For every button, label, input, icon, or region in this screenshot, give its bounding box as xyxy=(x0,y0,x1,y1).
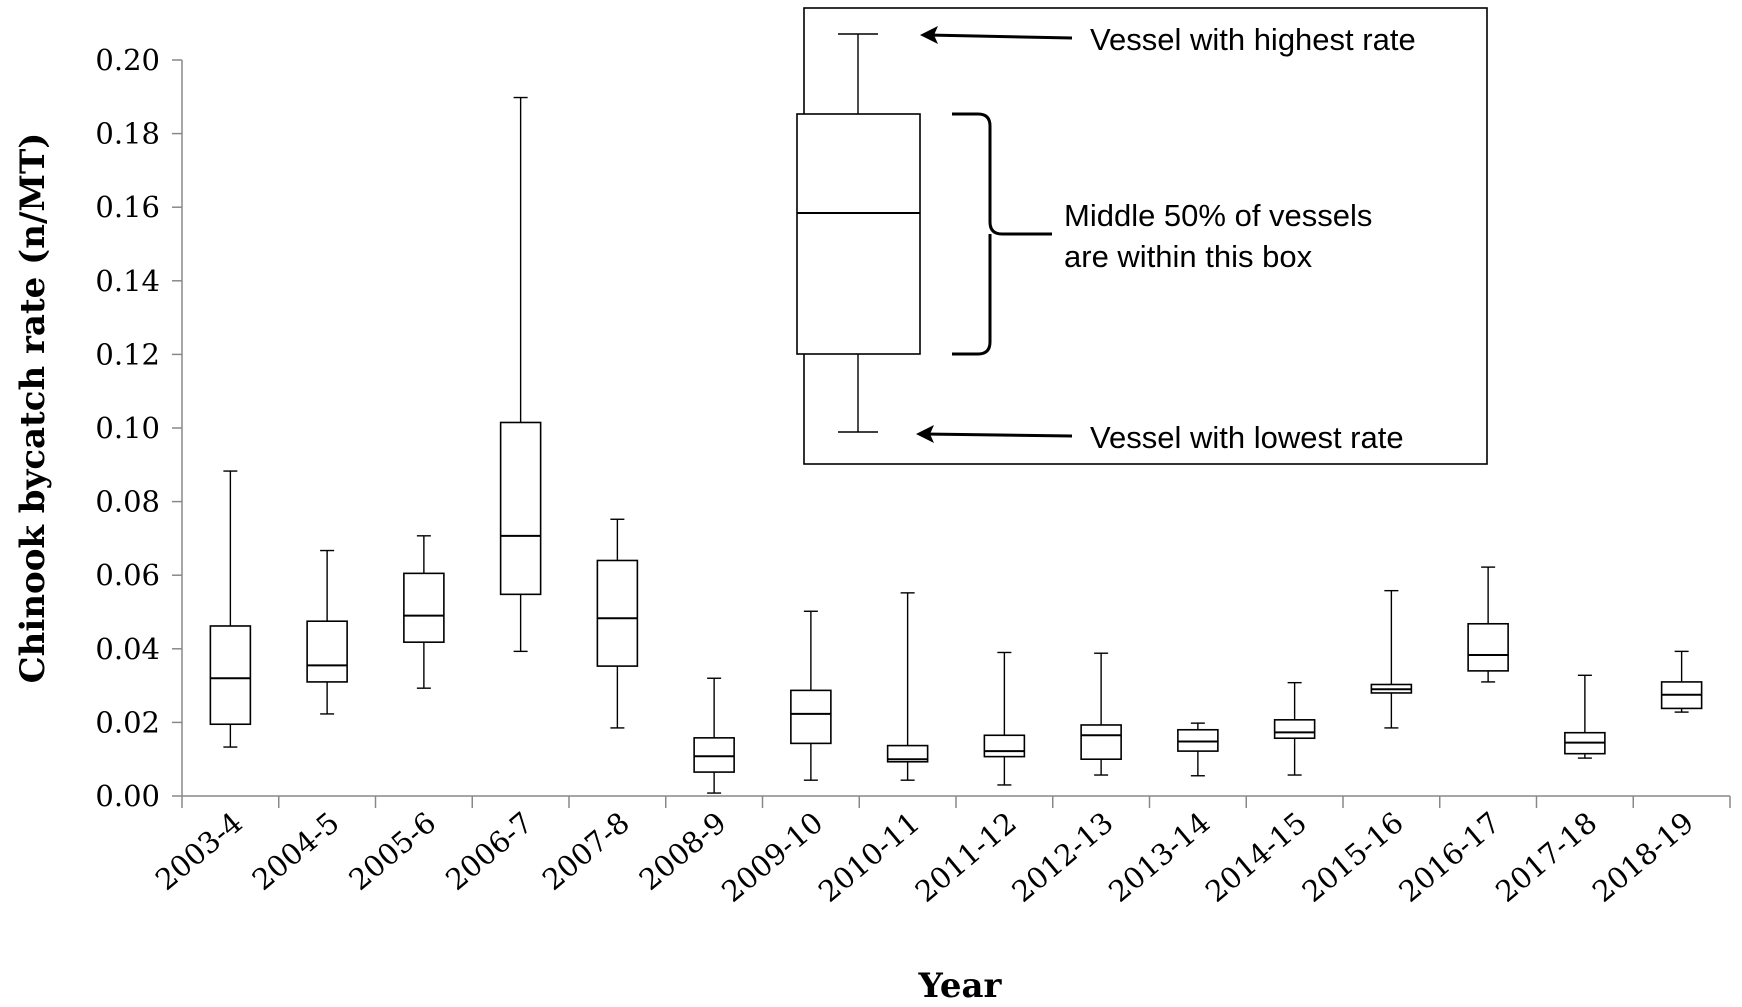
y-tick-label: 0.20 xyxy=(95,43,160,77)
x-tick-label: 2006-7 xyxy=(439,805,539,897)
x-tick-label: 2009-10 xyxy=(715,805,829,909)
iqr-box xyxy=(403,572,445,643)
box-2010-11 xyxy=(886,592,929,781)
x-tick-label: 2005-6 xyxy=(342,805,442,897)
iqr-box xyxy=(693,737,735,773)
iqr-box xyxy=(596,559,639,667)
legend-middle-label-1: Middle 50% of vessels xyxy=(1064,198,1372,233)
x-tick-label: 2015-16 xyxy=(1296,805,1410,909)
iqr-box xyxy=(886,744,929,763)
x-tick-label: 2007-8 xyxy=(536,805,636,897)
box-2007-8 xyxy=(596,518,639,729)
box-2016-17 xyxy=(1467,566,1509,683)
boxes xyxy=(209,96,1703,794)
y-axis: 0.00 0.02 0.04 0.06 0.08 0.10 0.12 0.14 0.16 0.18… xyxy=(95,43,183,813)
y-tick-label: 0.00 xyxy=(95,779,160,813)
y-tick-label: 0.08 xyxy=(95,485,160,519)
y-tick-label: 0.10 xyxy=(95,411,160,445)
iqr-box xyxy=(1467,622,1509,672)
x-tick-label: 2010-11 xyxy=(812,805,926,909)
box-2004-5 xyxy=(306,549,348,715)
box-2014-15 xyxy=(1273,681,1316,776)
box-2003-4 xyxy=(209,470,252,748)
iqr-box xyxy=(790,689,832,745)
y-tick-label: 0.14 xyxy=(95,264,160,298)
x-tick-label: 2013-14 xyxy=(1102,805,1216,909)
box-2012-13 xyxy=(1080,652,1122,776)
x-tick-label: 2017-18 xyxy=(1489,805,1603,909)
x-tick-label: 2011-12 xyxy=(909,805,1023,909)
legend-lowest-label: Vessel with lowest rate xyxy=(1090,420,1404,455)
box-2011-12 xyxy=(983,651,1026,786)
y-tick-label: 0.16 xyxy=(95,190,160,224)
y-tick-label: 0.04 xyxy=(95,632,160,666)
iqr-box xyxy=(209,625,252,726)
x-tick-label: 2018-19 xyxy=(1586,805,1700,909)
y-tick-label: 0.18 xyxy=(95,117,160,151)
box-2009-10 xyxy=(790,610,832,781)
box-2008-9 xyxy=(693,677,735,794)
box-2006-7 xyxy=(499,96,542,653)
y-tick-label: 0.06 xyxy=(95,558,160,592)
iqr-box xyxy=(499,421,542,596)
y-axis-title: Chinook bycatch rate (n/MT) xyxy=(13,133,53,684)
box-2005-6 xyxy=(403,535,445,689)
arrow-lowest-line xyxy=(923,432,1073,438)
y-tick-label: 0.12 xyxy=(95,337,160,371)
iqr-box xyxy=(983,734,1026,758)
arrow-highest-line xyxy=(927,33,1073,40)
legend-highest-label: Vessel with highest rate xyxy=(1090,22,1416,57)
legend: Vessel with highest rate Middle 50% of v… xyxy=(796,7,1488,465)
x-axis-title: Year xyxy=(918,966,1003,1006)
arrow-highest-head xyxy=(920,26,938,44)
box-2015-16 xyxy=(1370,589,1413,729)
x-tick-label: 2012-13 xyxy=(1005,805,1119,909)
iqr-box xyxy=(306,620,348,683)
box-2018-19 xyxy=(1660,650,1703,713)
x-axis: 2003-42004-52005-62006-72007-82008-92009… xyxy=(149,795,1731,909)
legend-box xyxy=(796,113,921,355)
x-tick-label: 2016-17 xyxy=(1392,805,1506,909)
bracket xyxy=(952,112,1052,356)
x-tick-label: 2003-4 xyxy=(149,805,249,897)
y-tick-label: 0.02 xyxy=(95,705,160,739)
x-tick-label: 2014-15 xyxy=(1199,805,1313,909)
arrow-lowest-head xyxy=(916,425,934,443)
box-2017-18 xyxy=(1564,674,1606,759)
iqr-box xyxy=(1177,728,1219,752)
iqr-box xyxy=(1273,719,1316,740)
legend-middle-label-2: are within this box xyxy=(1064,239,1313,274)
iqr-box xyxy=(1080,724,1122,761)
x-tick-label: 2004-5 xyxy=(246,805,346,897)
box-2013-14 xyxy=(1177,722,1219,777)
